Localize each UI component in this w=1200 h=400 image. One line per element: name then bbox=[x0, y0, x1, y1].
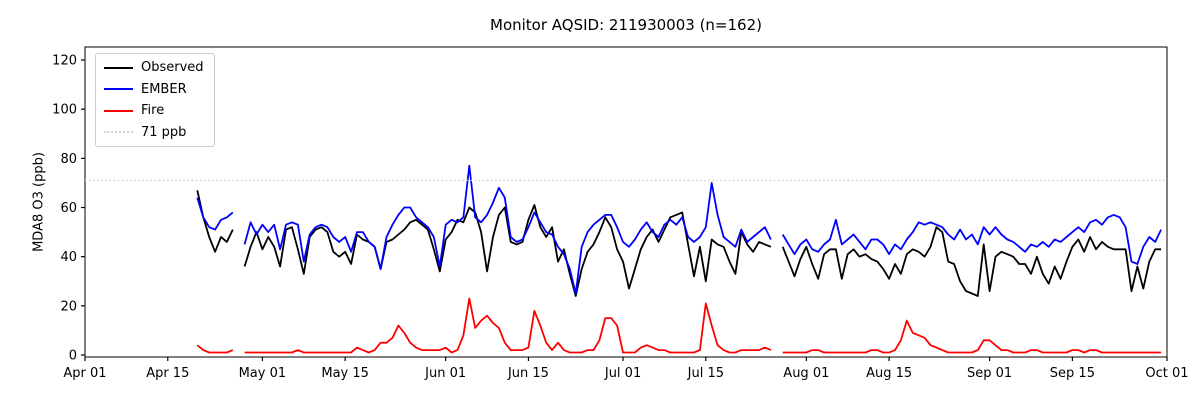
x-tick-label: Aug 15 bbox=[866, 366, 912, 381]
y-tick-label: 80 bbox=[60, 152, 77, 167]
legend-item-fire: Fire bbox=[104, 102, 204, 120]
series-line-ember bbox=[243, 164, 772, 295]
y-tick-label: 60 bbox=[60, 201, 77, 216]
y-tick-label: 120 bbox=[52, 54, 77, 69]
legend-label-fire: Fire bbox=[141, 103, 165, 119]
y-tick-label: 40 bbox=[60, 250, 77, 265]
series-line-fire bbox=[196, 344, 234, 354]
x-tick-label: May 01 bbox=[239, 366, 287, 381]
legend-label-ember: EMBER bbox=[141, 81, 187, 97]
x-tick-label: Sep 01 bbox=[967, 366, 1012, 381]
x-tick-label: Jul 15 bbox=[687, 366, 724, 381]
x-tick-label: Jul 01 bbox=[604, 366, 641, 381]
series-line-observed bbox=[781, 226, 1162, 297]
legend-line-sample-threshold bbox=[104, 131, 133, 134]
x-tick-label: Aug 01 bbox=[783, 366, 829, 381]
x-tick-label: Jun 15 bbox=[507, 366, 549, 381]
axes-frame bbox=[84, 46, 1168, 358]
x-tick-label: May 15 bbox=[321, 366, 369, 381]
x-tick-label: Oct 01 bbox=[1145, 366, 1188, 381]
y-tick-label: 100 bbox=[52, 103, 77, 118]
y-axis-label: MDA8 O3 (ppb) bbox=[31, 152, 47, 252]
legend-label-observed: Observed bbox=[141, 60, 204, 76]
series-line-ember bbox=[196, 197, 234, 231]
series-line-ember bbox=[781, 213, 1162, 265]
y-tick-label: 20 bbox=[60, 299, 77, 314]
legend-item-observed: Observed bbox=[104, 59, 204, 77]
series-line-observed bbox=[196, 190, 234, 253]
x-tick-label: Sep 15 bbox=[1050, 366, 1095, 381]
series-line-fire bbox=[244, 297, 772, 354]
x-tick-label: Jun 01 bbox=[424, 366, 466, 381]
legend: Observed EMBER Fire 71 ppb bbox=[95, 53, 215, 147]
legend-label-threshold: 71 ppb bbox=[141, 124, 187, 140]
x-tick-label: Apr 01 bbox=[63, 366, 106, 381]
x-tick-label: Apr 15 bbox=[146, 366, 189, 381]
legend-line-sample-fire bbox=[104, 109, 133, 112]
legend-item-threshold: 71 ppb bbox=[104, 124, 204, 142]
legend-item-ember: EMBER bbox=[104, 81, 204, 99]
legend-line-sample-observed bbox=[104, 66, 133, 69]
legend-line-sample-ember bbox=[104, 88, 133, 91]
y-tick-label: 0 bbox=[69, 349, 77, 364]
chart-title: Monitor AQSID: 211930003 (n=162) bbox=[490, 16, 762, 34]
series-line-fire bbox=[782, 319, 1162, 354]
